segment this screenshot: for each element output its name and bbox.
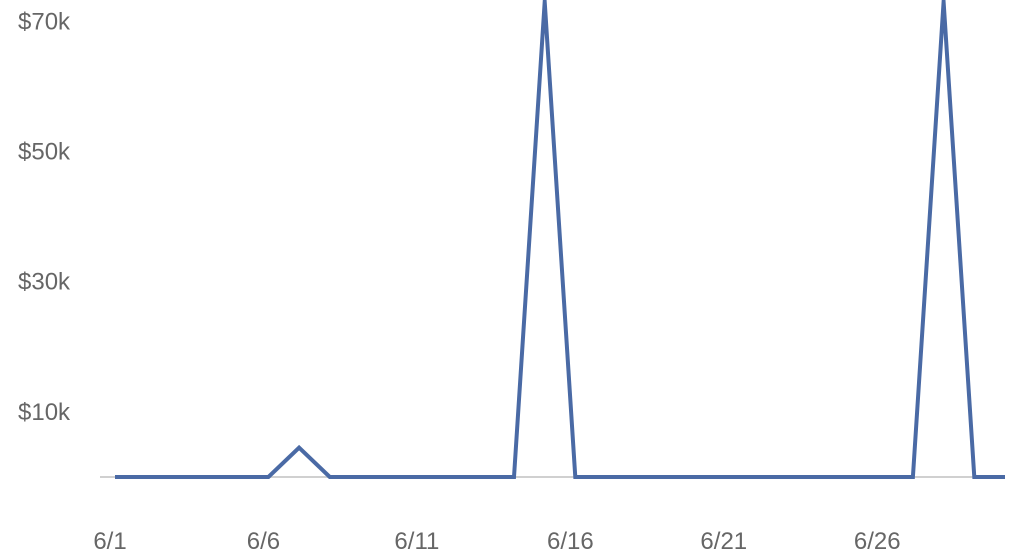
data-point (174, 475, 178, 479)
data-point (604, 475, 608, 479)
y-tick-label: $50k (18, 139, 71, 166)
data-point (512, 475, 516, 479)
data-point (573, 475, 577, 479)
x-tick-label: 6/21 (700, 528, 747, 555)
data-point (297, 446, 301, 450)
data-point (236, 475, 240, 479)
data-point (144, 475, 148, 479)
data-point (788, 475, 792, 479)
series-line (115, 0, 1005, 479)
data-point (113, 475, 117, 479)
y-tick-label: $30k (18, 269, 71, 296)
y-tick-label: $10k (18, 399, 71, 426)
y-tick-label: $70k (18, 8, 71, 35)
data-point (266, 475, 270, 479)
data-point (696, 475, 700, 479)
data-point (359, 475, 363, 479)
data-point (880, 475, 884, 479)
data-point (328, 475, 332, 479)
data-point (972, 475, 976, 479)
data-point (205, 475, 209, 479)
x-axis-tick-labels: 6/1 6/6 6/11 6/16 6/21 6/26 (93, 528, 900, 555)
data-point (757, 475, 761, 479)
data-point (389, 475, 393, 479)
data-point (481, 475, 485, 479)
x-tick-label: 6/1 (93, 528, 126, 555)
data-point (451, 475, 455, 479)
x-tick-label: 6/11 (394, 528, 439, 555)
y-axis-tick-labels: $10k $30k $50k $70k (18, 8, 71, 426)
data-point (665, 475, 669, 479)
data-point (911, 475, 915, 479)
data-point (1003, 475, 1007, 479)
x-tick-label: 6/16 (547, 528, 594, 555)
data-point (420, 475, 424, 479)
data-point (635, 475, 639, 479)
data-point (819, 475, 823, 479)
data-point (727, 475, 731, 479)
x-tick-label: 6/6 (247, 528, 280, 555)
x-tick-label: 6/26 (854, 528, 901, 555)
series-layer (113, 0, 1007, 479)
data-point (850, 475, 854, 479)
